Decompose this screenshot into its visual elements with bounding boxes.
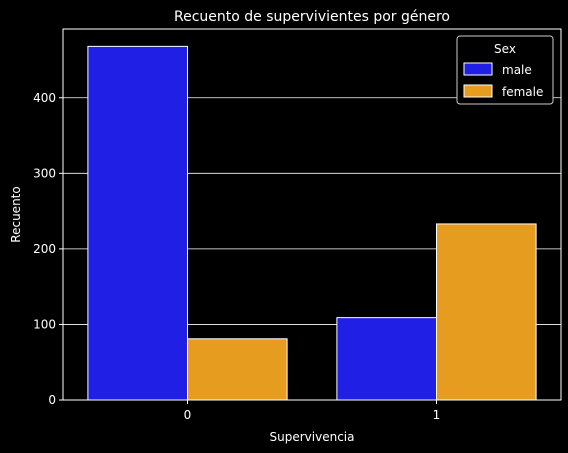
legend: Sex male female [456, 35, 554, 105]
legend-label-male: male [502, 63, 532, 77]
legend-title: Sex [494, 42, 516, 56]
bar-female-1 [436, 223, 537, 401]
y-axis-label: Recuento [9, 186, 23, 242]
x-axis-label: Supervivencia [270, 430, 355, 444]
bar-male-0 [87, 45, 188, 401]
legend-label-female: female [502, 85, 543, 99]
y-tick-label: 0 [48, 393, 56, 407]
bar-male-1 [336, 317, 437, 401]
y-ticks: 0 100 200 300 400 [33, 91, 63, 407]
y-tick-label: 300 [33, 166, 56, 180]
x-tick-label: 0 [184, 408, 192, 422]
bar-female-0 [187, 338, 288, 401]
legend-swatch-male [463, 62, 493, 76]
legend-swatch-female [463, 84, 493, 98]
y-tick-label: 100 [33, 317, 56, 331]
axes-frame [62, 28, 562, 401]
y-tick-label: 200 [33, 242, 56, 256]
bars [87, 45, 537, 401]
x-tick-label: 1 [433, 408, 441, 422]
chart-title: Recuento de supervivientes por género [174, 9, 450, 25]
y-tick-label: 400 [33, 91, 56, 105]
